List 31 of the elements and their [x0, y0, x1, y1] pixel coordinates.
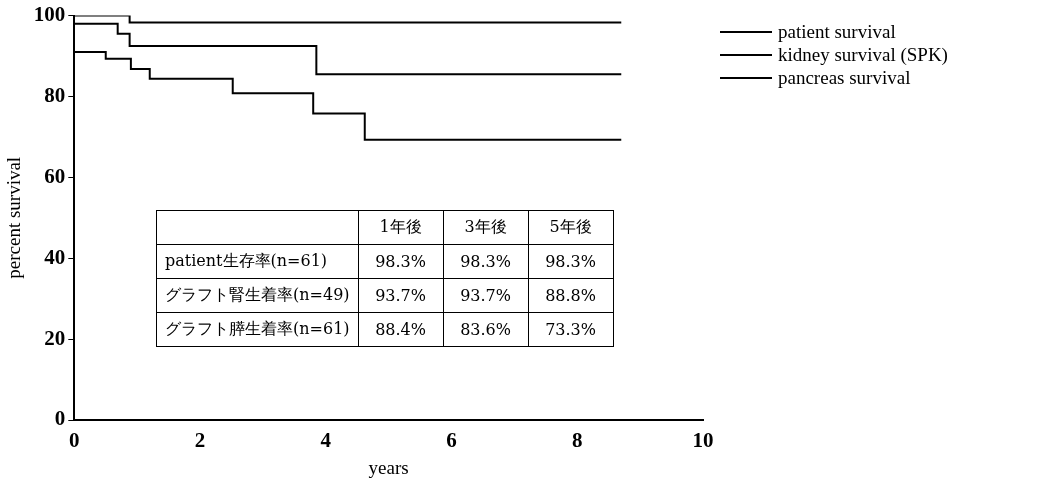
y-tick-label: 40 [44, 244, 66, 269]
x-tick-label: 4 [320, 428, 332, 453]
text: 98.3% [545, 252, 596, 271]
x-tick-label: 2 [194, 428, 206, 453]
category-label: グラフト膵生着率(n=61) [165, 319, 350, 338]
y-tick-label: 80 [44, 82, 66, 107]
category-label: 1年後 [358, 210, 444, 245]
category-label: グラフト腎生着率(n=49) [165, 285, 350, 304]
text: 88.8% [545, 286, 596, 305]
y-tick-label: 60 [44, 163, 66, 188]
category-label: patient生存率(n=61) [165, 251, 328, 270]
legend-label: pancreas survival [778, 66, 911, 89]
text: 93.7% [375, 286, 426, 305]
text: 98.3% [460, 252, 511, 271]
y-tick-label: 100 [33, 2, 66, 27]
y-tick-label: 20 [44, 325, 66, 350]
x-tick-label: 6 [446, 428, 457, 453]
text: 88.4% [375, 320, 426, 339]
x-tick-label: 8 [572, 428, 583, 453]
category-label: 5年後 [528, 210, 614, 245]
y-axis-title: percent survival [3, 156, 25, 279]
y-tick-label: 0 [54, 406, 66, 431]
text: 93.7% [460, 286, 511, 305]
text: 73.3% [545, 320, 596, 339]
legend-label: patient survival [778, 20, 896, 43]
x-axis-title: years [368, 456, 409, 478]
legend-label: kidney survival (SPK) [778, 43, 948, 66]
text: 98.3% [375, 252, 426, 271]
x-tick-label: 10 [692, 428, 714, 453]
category-label: 3年後 [443, 210, 529, 245]
text: 83.6% [460, 320, 511, 339]
